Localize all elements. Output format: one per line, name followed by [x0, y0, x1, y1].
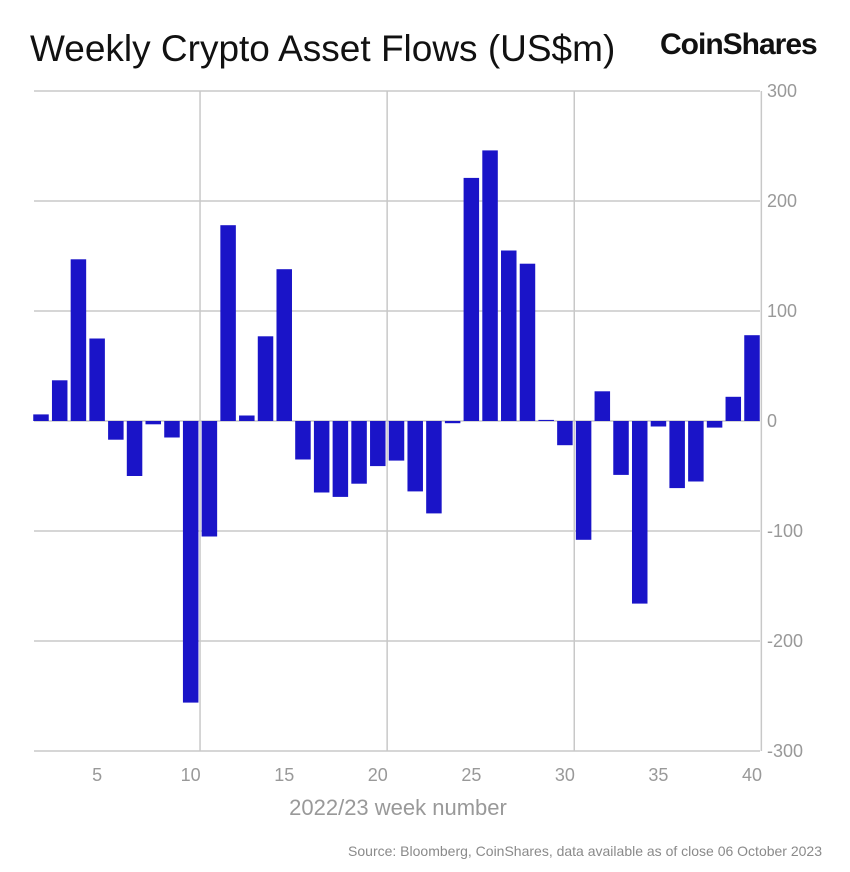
bar-week-36	[669, 421, 685, 489]
bar-week-17	[313, 421, 330, 493]
bar-week-27	[501, 250, 517, 421]
bar-week-37	[688, 421, 704, 482]
bar-week-23	[426, 421, 442, 514]
bar-week-34	[631, 421, 648, 604]
chart-title: Weekly Crypto Asset Flows (US$m)	[30, 28, 616, 69]
coinshares-logo: CoinShares	[660, 28, 818, 61]
bar-week-7	[126, 421, 143, 476]
bar-week-4	[70, 259, 87, 421]
y-tick-label: -100	[767, 521, 803, 541]
bar-week-38	[706, 421, 723, 428]
bar-week-29	[538, 419, 554, 421]
bar-week-16	[295, 421, 311, 460]
bar-week-25	[463, 177, 480, 421]
x-tick-label: 15	[274, 765, 294, 785]
x-axis-label: 2022/23 week number	[289, 795, 507, 820]
x-tick-label: 40	[742, 765, 762, 785]
y-tick-label: -300	[767, 741, 803, 761]
x-tick-label: 35	[648, 765, 668, 785]
y-tick-label: 200	[767, 191, 797, 211]
bar-week-28	[519, 263, 536, 421]
bar-week-21	[388, 421, 405, 461]
bar-week-26	[482, 150, 498, 421]
source-note: Source: Bloomberg, CoinShares, data avai…	[348, 843, 822, 859]
bar-week-5	[89, 338, 105, 421]
bar-week-30	[557, 421, 573, 446]
y-tick-label: -200	[767, 631, 803, 651]
y-tick-label: 100	[767, 301, 797, 321]
bar-week-3	[51, 380, 68, 421]
bar-week-40	[744, 335, 760, 421]
bar-week-12	[220, 225, 236, 421]
x-tick-label: 5	[92, 765, 102, 785]
bar-week-9	[164, 421, 180, 438]
bar-week-10	[182, 421, 199, 703]
bar-week-6	[108, 421, 124, 440]
x-tick-label: 30	[555, 765, 575, 785]
bar-week-24	[444, 421, 461, 424]
bar-week-11	[201, 421, 218, 537]
bar-week-8	[145, 421, 162, 425]
bar-week-35	[650, 421, 667, 427]
bar-week-39	[725, 396, 742, 421]
bar-week-19	[351, 421, 367, 484]
bar-week-31	[575, 421, 592, 540]
y-tick-label: 0	[767, 411, 777, 431]
bar-week-32	[594, 391, 611, 421]
bar-week-13	[239, 415, 255, 421]
bar-week-20	[370, 421, 386, 467]
bar-week-18	[332, 421, 349, 497]
y-tick-label: 300	[767, 81, 797, 101]
x-tick-label: 10	[181, 765, 201, 785]
bar-week-15	[276, 269, 292, 421]
x-tick-label: 25	[461, 765, 481, 785]
bar-week-14	[257, 336, 274, 421]
x-tick-label: 20	[368, 765, 388, 785]
bar-week-2	[33, 414, 49, 421]
bar-week-22	[407, 421, 423, 492]
bar-week-33	[613, 421, 629, 475]
